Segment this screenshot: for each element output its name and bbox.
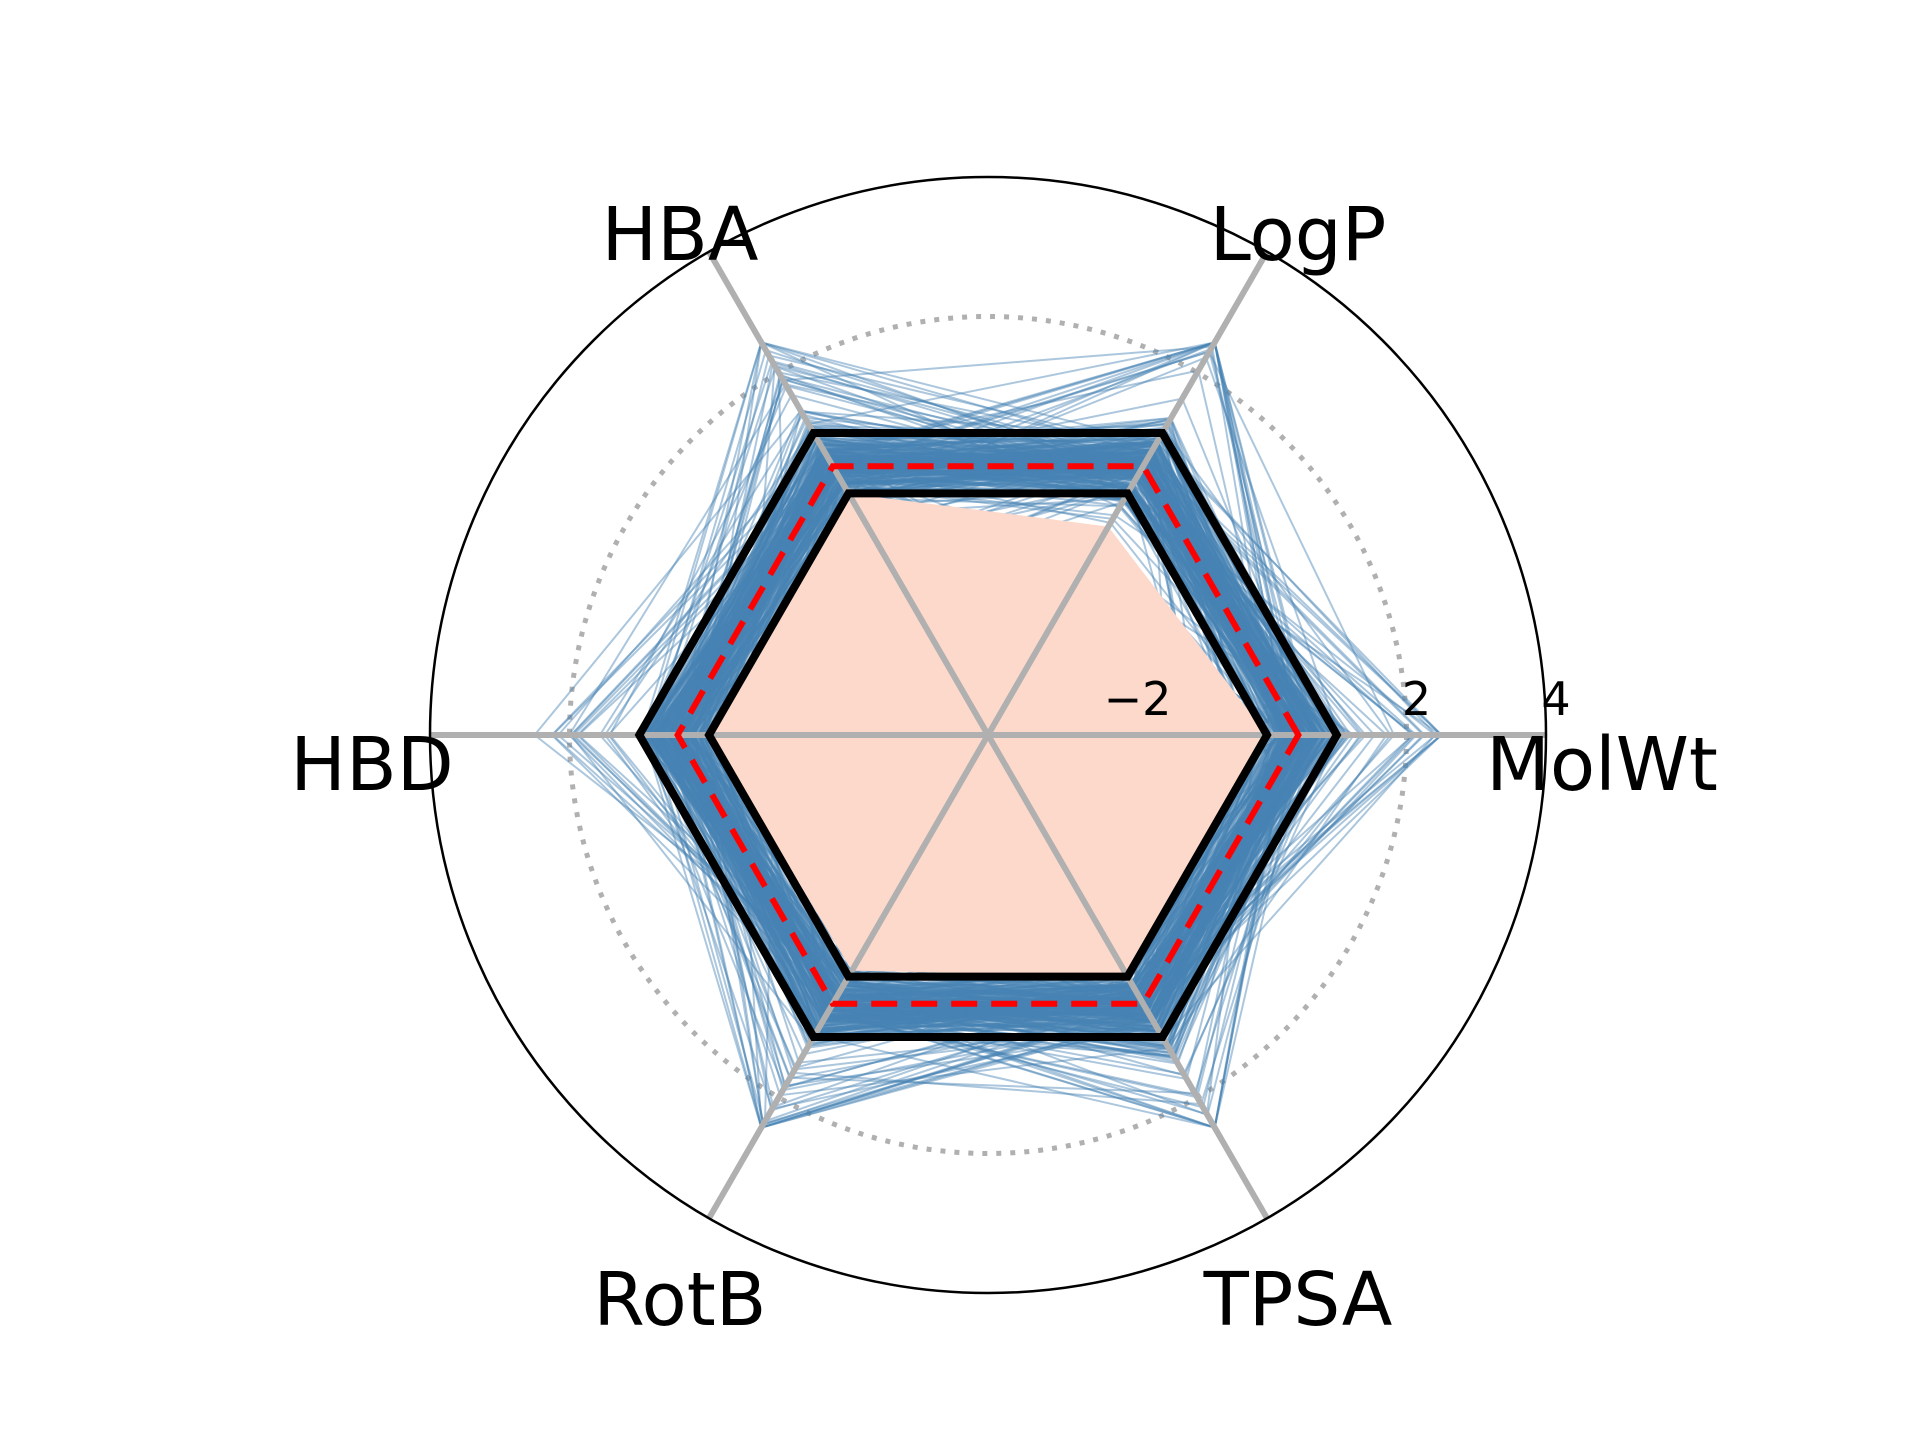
- axis-label-molwt: MolWt: [1486, 722, 1718, 808]
- frame-layer: [428, 175, 1548, 1295]
- radial-tick-label: −2: [1104, 672, 1172, 726]
- axis-label-tpsa: TPSA: [1203, 1257, 1393, 1343]
- lower-bound-line: [704, 489, 1272, 981]
- axis-label-rotb: RotB: [593, 1257, 766, 1343]
- outer-frame: [428, 175, 1548, 1295]
- axis-label-hbd: HBD: [290, 722, 453, 808]
- mean-line: [674, 463, 1302, 1007]
- axis-label-logp: LogP: [1210, 192, 1387, 278]
- radial-tick-label: 2: [1402, 672, 1431, 726]
- spoke-layer: [430, 250, 1546, 1220]
- axis-label-hba: HBA: [601, 192, 758, 278]
- radial-tick-label: 4: [1541, 672, 1570, 726]
- bound-layer: [634, 429, 1342, 1041]
- upper-bound-line: [634, 429, 1342, 1041]
